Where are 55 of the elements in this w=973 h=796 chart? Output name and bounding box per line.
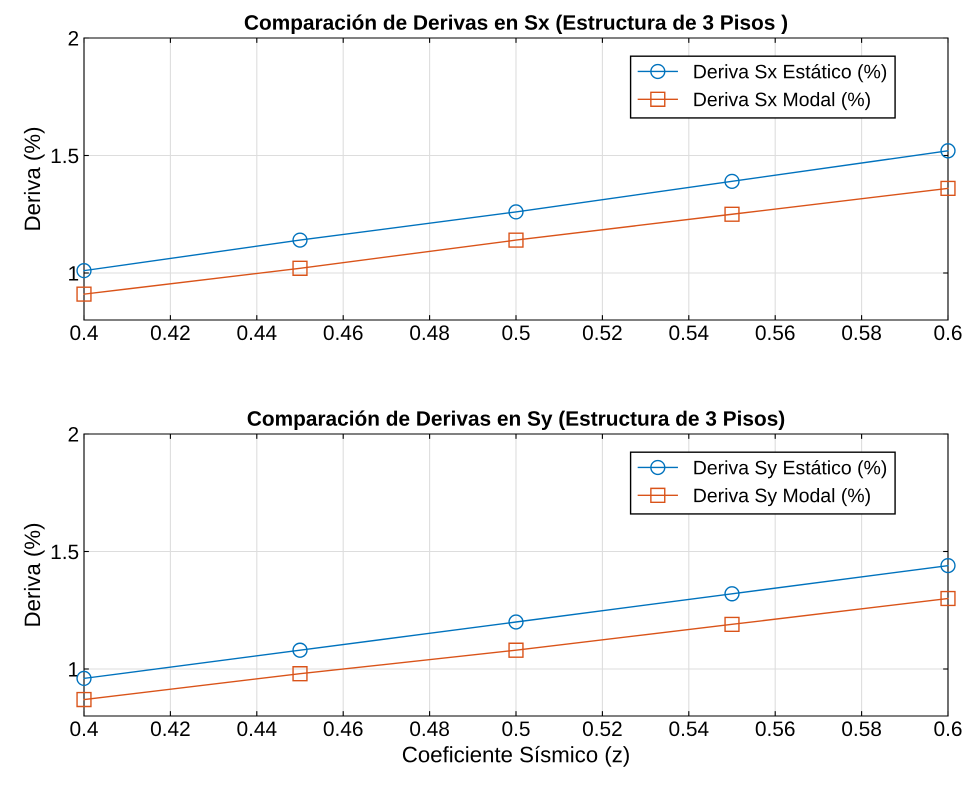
point	[508, 204, 524, 220]
point	[76, 286, 92, 302]
x-tick-label: 0.58	[842, 721, 881, 736]
x-axis-title: Coeficiente Sísmico (z)	[402, 746, 629, 767]
x-tick-label: 0.58	[842, 325, 881, 340]
point	[508, 614, 524, 630]
x-tick-label: 0.56	[756, 721, 795, 736]
x-tick-label: 0.52	[582, 721, 622, 736]
point	[292, 260, 308, 276]
x-tick-label: 0.42	[150, 721, 190, 736]
point	[940, 590, 956, 606]
x-tick-label: 0.52	[582, 325, 622, 340]
legend-label: Deriva Sy Modal (%)	[694, 488, 870, 506]
x-tick-label: 0.54	[669, 325, 708, 340]
legend-label: Deriva Sx Estático (%)	[694, 64, 886, 82]
legend-label: Deriva Sy Estático (%)	[694, 460, 886, 478]
x-tick-label: 0.54	[669, 721, 708, 736]
x-tick-label: 0.5	[502, 325, 530, 340]
y-axis-title: Deriva (%)	[24, 128, 45, 230]
legend-label: Deriva Sx Modal (%)	[694, 92, 870, 110]
point	[940, 180, 956, 196]
x-tick-label: 0.5	[502, 721, 530, 736]
x-tick-label: 0.4	[70, 325, 98, 340]
x-tick-label: 0.48	[410, 325, 449, 340]
point	[724, 616, 740, 632]
x-tick-label: 0.48	[410, 721, 449, 736]
x-tick-label: 0.6	[934, 325, 962, 340]
y-tick-label: 1.5	[52, 544, 78, 560]
x-tick-label: 0.46	[324, 325, 363, 340]
x-tick-label: 0.46	[324, 721, 363, 736]
point	[508, 642, 524, 658]
y-tick-label: 1	[69, 266, 78, 281]
point	[940, 558, 956, 574]
y-axis-title: Deriva (%)	[24, 524, 45, 626]
point	[724, 174, 740, 189]
point	[292, 232, 308, 248]
x-tick-label: 0.44	[237, 721, 276, 736]
y-tick-label: 1	[69, 662, 78, 677]
point	[940, 143, 956, 158]
y-tick-label: 2	[68, 31, 78, 46]
y-tick-label: 1.5	[52, 148, 78, 164]
x-tick-label: 0.4	[70, 721, 98, 736]
point	[76, 692, 92, 708]
chart-title: Comparación de Derivas en Sx (Estructura de 3 Pisos )	[244, 14, 788, 34]
point	[724, 586, 740, 602]
point	[292, 666, 308, 682]
x-tick-label: 0.6	[934, 721, 962, 736]
y-tick-label: 2	[68, 427, 78, 442]
x-tick-label: 0.42	[150, 325, 190, 340]
point	[724, 206, 740, 222]
point	[292, 642, 308, 658]
x-tick-label: 0.56	[756, 325, 795, 340]
chart-title: Comparación de Derivas en Sy (Estructura de 3 Pisos)	[248, 410, 784, 430]
point	[508, 232, 524, 248]
x-tick-label: 0.44	[237, 325, 276, 340]
